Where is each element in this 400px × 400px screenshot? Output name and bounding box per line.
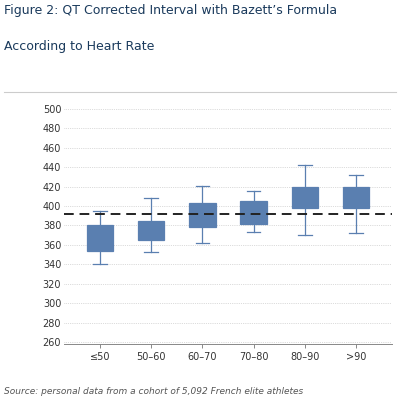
PathPatch shape [240, 201, 267, 224]
PathPatch shape [292, 186, 318, 208]
Text: According to Heart Rate: According to Heart Rate [4, 40, 154, 53]
PathPatch shape [189, 203, 216, 228]
Text: Source: personal data from a cohort of 5,092 French elite athletes: Source: personal data from a cohort of 5… [4, 387, 303, 396]
PathPatch shape [86, 226, 113, 251]
Text: Figure 2: QT Corrected Interval with Bazett’s Formula: Figure 2: QT Corrected Interval with Baz… [4, 4, 337, 17]
PathPatch shape [343, 186, 370, 208]
PathPatch shape [138, 220, 164, 240]
